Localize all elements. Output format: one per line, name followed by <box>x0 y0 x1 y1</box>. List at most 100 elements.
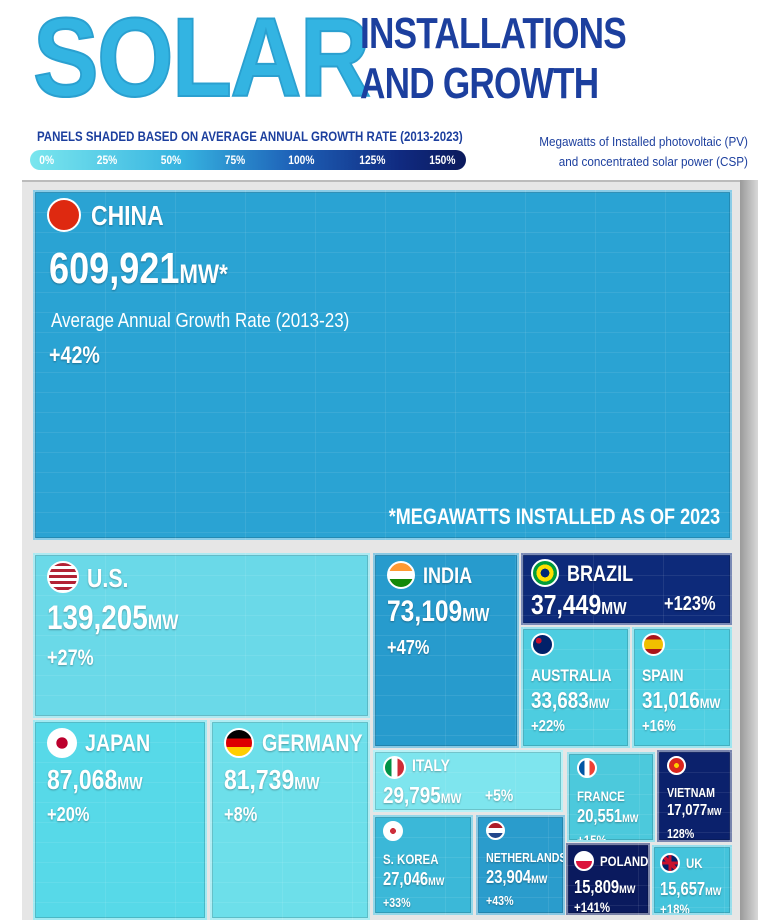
country-name: U.S. <box>87 563 129 593</box>
growth-rate: +18% <box>660 901 690 915</box>
growth-rate-label: Average Annual Growth Rate (2013-23) <box>51 310 350 332</box>
megawatts-value: 87,068MW <box>47 764 143 796</box>
title: SOLAR <box>32 0 372 120</box>
growth-rate: +27% <box>47 645 94 670</box>
mw-unit: MW <box>588 696 610 712</box>
mw-unit: MW <box>294 773 320 793</box>
mw-number: 37,449 <box>531 589 602 620</box>
mw-unit: MW <box>622 813 639 825</box>
country-name: JAPAN <box>85 730 151 757</box>
spain-flag-icon <box>642 633 665 656</box>
growth-rate: +22% <box>531 718 565 735</box>
megawatts-value: 609,921MW* <box>49 244 228 294</box>
tile-brazil: BRAZIL 37,449MW +123% <box>521 553 732 625</box>
country-name: VIETNAM <box>667 785 715 800</box>
mw-unit: MW <box>428 876 445 888</box>
mw-unit: MW <box>619 884 636 896</box>
subtitle-line2: AND GROWTH <box>360 59 599 108</box>
tile-us: U.S. 139,205MW +27% <box>33 553 370 718</box>
mw-unit: MW* <box>179 258 228 289</box>
tile-australia: AUSTRALIA 33,683MW +22% <box>521 627 630 748</box>
country-name: CHINA <box>91 200 164 231</box>
country-name: SPAIN <box>642 666 684 685</box>
subtitle-line1: INSTALLATIONS <box>360 9 627 58</box>
growth-rate: +123% <box>664 593 716 615</box>
legend-tick: 25% <box>96 153 118 167</box>
growth-rate: +8% <box>224 804 258 826</box>
growth-rate: +16% <box>642 718 676 735</box>
country-name: INDIA <box>423 563 473 588</box>
color-legend: 0% 25% 50% 75% 100% 125% 150% <box>30 150 466 170</box>
growth-rate: +5% <box>485 786 514 805</box>
growth-rate: +15% <box>577 832 607 842</box>
country-name: NETHERLANDS <box>486 850 565 865</box>
megawatts-value: 15,657MW <box>660 879 721 900</box>
legend-tick: 75% <box>224 153 245 167</box>
megawatts-value: 31,016MW <box>642 687 720 714</box>
japan-flag-icon <box>47 728 77 758</box>
growth-rate: +33% <box>383 895 411 910</box>
mw-number: 33,683 <box>531 687 589 713</box>
mw-unit: MW <box>462 604 490 625</box>
mw-number: 81,739 <box>224 764 295 795</box>
panel-shadow <box>740 180 758 920</box>
unit-note: Megawatts of Installed photovoltaic (PV)… <box>539 132 748 172</box>
tile-spain: SPAIN 31,016MW +16% <box>632 627 732 748</box>
mw-number: 15,657 <box>660 879 706 899</box>
us-flag-icon <box>47 561 79 593</box>
legend-tick: 0% <box>39 153 55 167</box>
netherlands-flag-icon <box>486 821 505 840</box>
mw-number: 17,077 <box>667 802 708 819</box>
megawatts-value: 15,809MW <box>574 877 635 898</box>
tile-vietnam: VIETNAM 17,077MW 128% <box>657 750 732 842</box>
mw-number: 27,046 <box>383 869 429 889</box>
megawatts-value: 20,551MW <box>577 806 638 827</box>
germany-flag-icon <box>224 728 254 758</box>
mw-number: 15,809 <box>574 877 620 897</box>
tile-germany: GERMANY 81,739MW +8% <box>210 720 370 920</box>
india-flag-icon <box>387 561 415 589</box>
france-flag-icon <box>577 758 597 778</box>
skorea-flag-icon <box>383 821 403 841</box>
brazil-flag-icon <box>531 559 559 587</box>
country-name: UK <box>686 855 703 871</box>
megawatts-value: 29,795MW <box>383 782 461 809</box>
megawatts-value: 33,683MW <box>531 687 609 714</box>
mw-unit: MW <box>147 611 179 634</box>
vietnam-flag-icon <box>667 756 686 775</box>
growth-rate: +47% <box>387 637 430 659</box>
tile-china: Average Annual Growth Rate (2013-23) *MEG… <box>33 190 732 540</box>
italy-flag-icon <box>383 756 406 779</box>
australia-flag-icon <box>531 633 554 656</box>
country-name: AUSTRALIA <box>531 666 612 685</box>
mw-number: 87,068 <box>47 764 118 795</box>
legend-tick: 50% <box>160 153 182 167</box>
legend-title: PANELS SHADED BASED ON AVERAGE ANNUAL GR… <box>37 128 463 144</box>
mw-number: 31,016 <box>642 687 700 713</box>
mw-unit: MW <box>699 696 721 712</box>
megawatts-value: 139,205MW <box>47 599 178 638</box>
tile-netherlands: NETHERLANDS 23,904MW +43% <box>476 815 565 915</box>
growth-rate: +42% <box>49 342 100 369</box>
mw-unit: MW <box>440 791 462 807</box>
megawatts-value: 23,904MW <box>486 867 547 888</box>
legend-tick: 150% <box>429 153 456 167</box>
tile-france: FRANCE 20,551MW +15% <box>567 752 655 842</box>
tile-japan: JAPAN 87,068MW +20% <box>33 720 207 920</box>
tile-italy: ITALY 29,795MW +5% <box>373 750 563 812</box>
megawatts-value: 17,077MW <box>667 802 722 820</box>
megawatts-value: 27,046MW <box>383 869 444 890</box>
megawatts-value: 73,109MW <box>387 595 489 629</box>
country-name: FRANCE <box>577 788 625 804</box>
mw-number: 609,921 <box>49 244 180 293</box>
mw-unit: MW <box>117 773 143 793</box>
footnote: *MEGAWATTS INSTALLED AS OF 2023 <box>388 504 720 529</box>
megawatts-value: 81,739MW <box>224 764 320 796</box>
unit-note-line2: and concentrated solar power (CSP) <box>558 154 748 169</box>
country-name: BRAZIL <box>567 561 634 586</box>
mw-number: 139,205 <box>47 599 148 637</box>
mw-number: 29,795 <box>383 782 441 808</box>
mw-unit: MW <box>707 807 722 818</box>
mw-unit: MW <box>601 598 627 618</box>
uk-flag-icon <box>660 853 680 873</box>
